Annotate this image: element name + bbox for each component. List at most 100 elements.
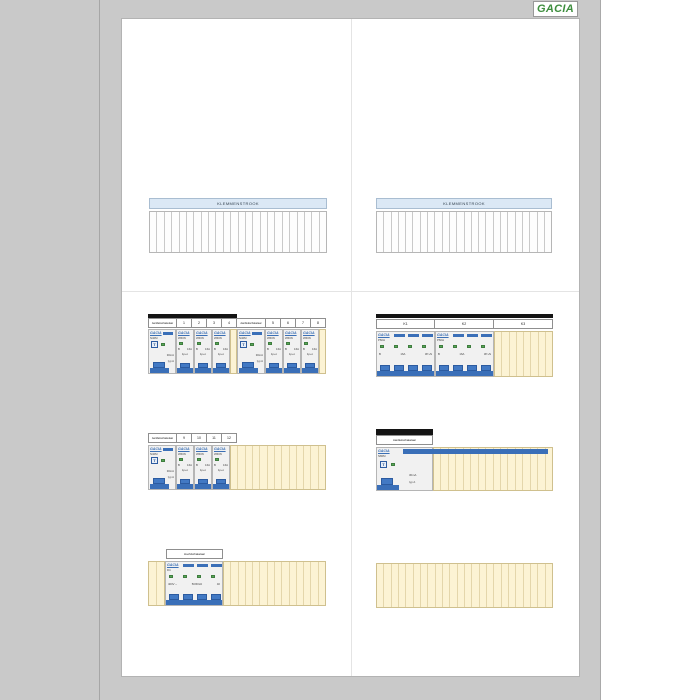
switch-handle	[481, 365, 491, 371]
circuit-number: 12	[222, 433, 237, 443]
blank-din-cell	[310, 446, 317, 489]
terminal-cell	[383, 212, 391, 252]
blank-din-cell	[303, 446, 310, 489]
switch-base	[166, 600, 222, 605]
din-row-rcd-group-9-12: Aardlekschakelaar 9 10 11 12 GACIA N40M …	[148, 433, 326, 491]
brand-label: GACIA	[285, 331, 297, 335]
model-label: W60N	[303, 336, 311, 340]
toggle-indicator	[197, 564, 208, 567]
curve-label: B	[285, 347, 287, 351]
led-indicator	[197, 458, 201, 461]
model-label: W60N	[267, 336, 275, 340]
led-indicator	[179, 458, 183, 461]
blank-din-cell	[537, 448, 544, 490]
terminal-cell	[543, 212, 552, 252]
blank-din-cell	[441, 564, 449, 607]
terminal-cell	[259, 212, 267, 252]
circuit-number: 8	[311, 318, 326, 328]
rating-label: 30mA	[255, 353, 263, 357]
brand-label: GACIA	[196, 331, 208, 335]
main-switch-module: GACIA D4 400V ~ 50/60Hz 40	[165, 561, 223, 606]
viewer-panel-divider	[99, 0, 100, 700]
group-label: Aardlekschakelaar	[237, 318, 266, 328]
blank-din-cell	[455, 448, 462, 490]
curve-label: B	[214, 347, 216, 351]
switch-handle	[269, 363, 279, 368]
led-indicator	[467, 345, 471, 348]
terminal-cell	[289, 212, 297, 252]
blank-din-cell	[266, 446, 274, 489]
terminal-strip-right	[376, 211, 552, 253]
mcb-3p-module: GACIA P60H B 16A 3P+N	[435, 331, 494, 377]
circuit-number: 10	[192, 433, 207, 443]
switch-handle	[380, 365, 390, 371]
terminal-cell	[485, 212, 493, 252]
circuit-number: 1	[177, 318, 192, 328]
main-switch-label: Hoofdschakelaar	[166, 549, 223, 559]
blank-din-cell	[522, 564, 530, 607]
blank-din-cell	[515, 564, 522, 607]
terminal-strip-header-left: KLEMMENSTROOK	[149, 198, 327, 209]
blank-din-strip	[148, 561, 165, 606]
schematic-page: KLEMMENSTROOK KLEMMENSTROOK Aardlekschak…	[121, 18, 580, 677]
terminal-cell	[244, 212, 253, 252]
switch-handle	[153, 478, 165, 484]
blank-din-cell	[288, 446, 296, 489]
blank-din-strip	[376, 563, 553, 608]
poles-label: 1p+n	[306, 352, 314, 356]
blank-din-cell	[499, 448, 507, 490]
blank-din-cell	[529, 564, 537, 607]
blank-din-cell	[492, 448, 500, 490]
blank-din-cell	[462, 448, 470, 490]
blank-din-cell	[259, 562, 266, 605]
rating-label: 30mA	[166, 469, 174, 473]
poles-label: 1p+n	[181, 352, 189, 356]
terminal-cell	[178, 212, 186, 252]
switch-handle	[305, 363, 315, 368]
voltage-label: 400V ~	[168, 582, 177, 586]
terminal-cell	[274, 212, 282, 252]
brand-label: GACIA	[150, 447, 162, 451]
switch-base	[436, 371, 493, 376]
terminal-cell	[303, 212, 312, 252]
switch-handle	[216, 479, 226, 484]
switch-handle	[453, 365, 463, 371]
group-label: Aardlekschakelaar	[376, 435, 433, 445]
terminal-cell	[514, 212, 522, 252]
circuit-number: 2	[192, 318, 207, 328]
gacia-logo: GACIA	[533, 1, 578, 17]
poles-label: 3P+N	[483, 352, 491, 356]
blank-din-cell	[508, 332, 516, 376]
blank-din-cell	[320, 330, 325, 373]
led-indicator	[215, 342, 219, 345]
model-label: N40M	[239, 336, 247, 340]
terminal-cell	[507, 212, 515, 252]
phase-group-label: K3	[494, 319, 553, 329]
phase-cover-bar	[376, 429, 433, 435]
terminal-cell	[463, 212, 471, 252]
blank-din-cell	[470, 448, 477, 490]
mcb-module: GACIA W60N B 16A 1p+n	[301, 329, 319, 374]
terminal-cell	[222, 212, 231, 252]
blank-din-cell	[544, 332, 552, 376]
led-indicator	[422, 345, 426, 348]
switch-handle	[381, 478, 393, 485]
phase-cover-bar	[148, 314, 237, 318]
switch-handle	[242, 362, 254, 368]
blank-din-cell	[295, 562, 303, 605]
blank-din-cell	[156, 562, 164, 605]
led-indicator	[286, 342, 290, 345]
terminal-strip-title: KLEMMENSTROOK	[217, 201, 259, 206]
rating-label: 40	[216, 582, 220, 586]
vertical-fold-line	[351, 19, 352, 676]
blank-din-cell	[544, 448, 552, 490]
blank-din-cell	[288, 562, 296, 605]
blank-din-cell	[522, 448, 529, 490]
terminal-cell	[397, 212, 406, 252]
blank-din-cell	[237, 446, 244, 489]
brand-label: GACIA	[378, 333, 390, 337]
blank-din-cell	[149, 562, 156, 605]
terminal-cell	[185, 212, 194, 252]
blank-din-cell	[310, 562, 317, 605]
brand-label: GACIA	[167, 563, 179, 567]
